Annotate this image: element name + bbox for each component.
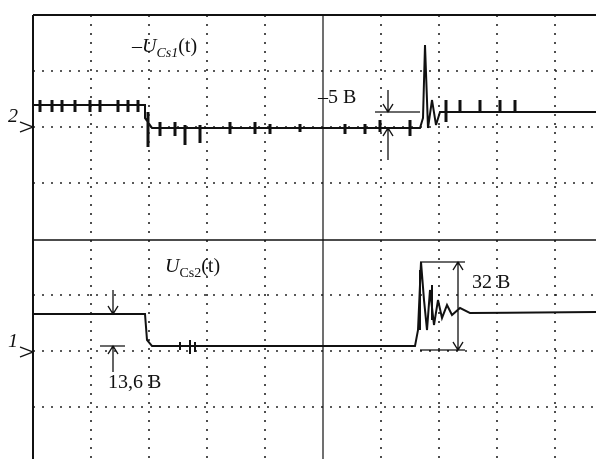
noise-upper xyxy=(40,100,515,147)
waveform-upper xyxy=(33,45,596,128)
ch1-annotation-step: 13,6 B xyxy=(108,371,161,393)
ch2-ground-marker xyxy=(20,122,33,132)
ch1-ground-marker xyxy=(20,347,33,357)
waveform-lower xyxy=(33,262,596,346)
ch2-marker: 2 xyxy=(8,105,18,127)
ch1-step-arrows xyxy=(100,290,125,372)
oscilloscope-screen: 2 –UCs1(t) –5 B 1 UCs2(t) 32 B 13,6 B xyxy=(0,0,596,459)
ch1-annotation-peak: 32 B xyxy=(472,271,510,293)
ch2-annotation: –5 B xyxy=(317,86,356,108)
ch2-label: –UCs1(t) xyxy=(131,35,197,61)
subscript: Cs1 xyxy=(156,46,178,61)
subscript: Cs2 xyxy=(179,266,201,281)
ch1-peak-arrow xyxy=(420,262,465,350)
ch1-marker: 1 xyxy=(8,330,18,352)
argument: (t) xyxy=(178,35,197,57)
noise-lower xyxy=(180,270,432,354)
ch1-label: UCs2(t) xyxy=(165,255,220,281)
argument: (t) xyxy=(201,255,220,277)
